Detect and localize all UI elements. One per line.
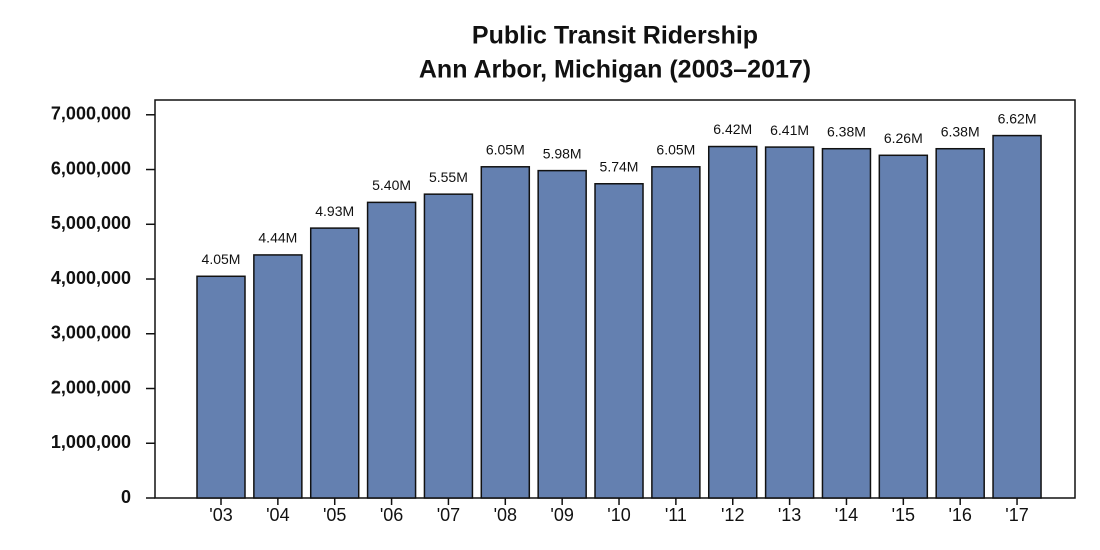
chart-subtitle: Ann Arbor, Michigan (2003–2017) (419, 56, 811, 84)
value-label: 6.05M (486, 141, 525, 157)
value-label: 5.40M (372, 177, 411, 193)
y-tick-label: 4,000,000 (51, 268, 131, 288)
value-label: 6.41M (770, 122, 809, 138)
bar (537, 169, 587, 499)
x-tick-label: '14 (835, 505, 858, 525)
x-tick-label: '06 (380, 505, 403, 525)
bar (480, 166, 531, 499)
y-tick-label: 6,000,000 (51, 158, 131, 178)
x-tick-label: '09 (550, 505, 573, 525)
y-tick-label: 5,000,000 (51, 213, 131, 233)
bar (423, 193, 474, 499)
bar (366, 201, 417, 499)
value-label: 5.74M (600, 158, 639, 174)
x-tick-label: '03 (209, 505, 232, 525)
value-label: 6.05M (656, 141, 695, 157)
bar (935, 147, 985, 499)
x-tick-label: '16 (948, 505, 971, 525)
bar (821, 147, 872, 499)
x-tick-label: '05 (323, 505, 346, 525)
y-tick-label: 7,000,000 (51, 104, 131, 124)
x-tick-label: '15 (892, 505, 915, 525)
value-label: 4.05M (202, 251, 241, 267)
value-label: 4.44M (258, 230, 297, 246)
value-label: 6.26M (884, 130, 923, 146)
value-label: 6.38M (941, 123, 980, 139)
bar (594, 183, 644, 499)
bar (196, 275, 246, 499)
y-tick-label: 0 (121, 487, 131, 507)
bar (878, 154, 929, 499)
x-tick-label: '11 (665, 505, 687, 525)
value-label: 6.62M (998, 110, 1037, 126)
value-label: 5.98M (543, 145, 582, 161)
bar (651, 166, 701, 499)
value-label: 6.42M (713, 121, 752, 137)
bar (253, 254, 303, 499)
x-tick-label: '17 (1005, 505, 1028, 525)
x-tick-label: '08 (494, 505, 517, 525)
x-tick-label: '13 (778, 505, 801, 525)
x-tick-label: '10 (607, 505, 630, 525)
x-tick-label: '12 (721, 505, 744, 525)
y-tick-label: 1,000,000 (51, 432, 131, 452)
bar (707, 145, 758, 499)
value-label: 6.38M (827, 123, 866, 139)
value-label: 4.93M (315, 203, 354, 219)
y-tick-label: 2,000,000 (51, 377, 131, 397)
bar (764, 146, 815, 499)
x-tick-label: '07 (437, 505, 460, 525)
bar (309, 227, 360, 499)
bar (992, 134, 1042, 499)
value-label: 5.55M (429, 169, 468, 185)
chart-title: Public Transit Ridership (472, 22, 758, 50)
y-tick-label: 3,000,000 (51, 323, 131, 343)
x-tick-label: '04 (266, 505, 289, 525)
